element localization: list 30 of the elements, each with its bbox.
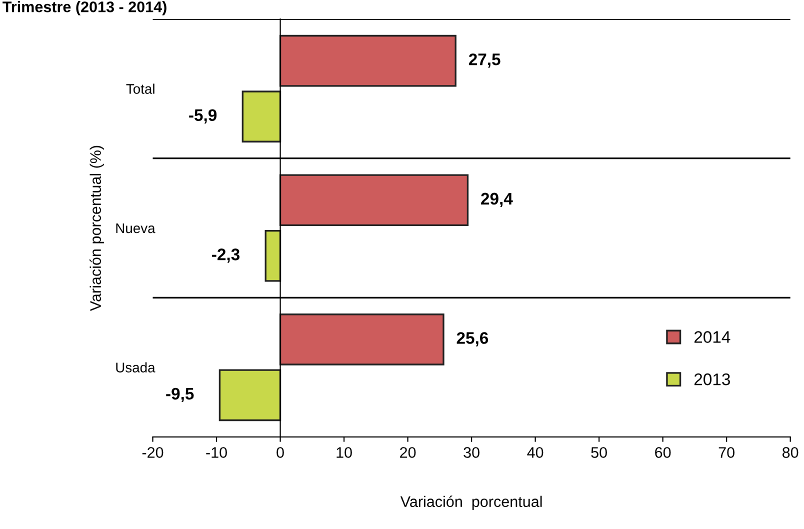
y-axis-title: Variación porcentual (%) — [90, 146, 104, 312]
bar — [279, 314, 444, 366]
x-axis-title: Variación porcentual — [400, 496, 542, 510]
x-tick-label: 0 — [276, 447, 284, 458]
bar — [279, 34, 456, 87]
x-tick-label: 30 — [464, 447, 480, 458]
legend-label: 2013 — [694, 373, 730, 386]
text: 25,6 — [456, 332, 488, 346]
y-tick-label: Usada — [116, 362, 156, 372]
x-tick-label: -10 — [206, 447, 227, 458]
text: 27,5 — [468, 54, 500, 68]
x-tick-label: 60 — [655, 447, 671, 458]
bar — [242, 90, 282, 142]
x-tick-label: 50 — [591, 447, 607, 458]
x-tick-label: 40 — [527, 447, 544, 458]
text: -5,9 — [189, 109, 217, 124]
x-tick-label: 70 — [718, 447, 734, 458]
x-tick-label: 80 — [782, 447, 798, 458]
legend-label: 2014 — [694, 331, 730, 343]
x-tick-label: 20 — [400, 447, 416, 458]
bar — [279, 174, 469, 226]
y-tick-label: Total — [126, 84, 154, 94]
y-tick-label: Nueva — [116, 223, 156, 234]
text: -9,5 — [166, 388, 194, 402]
text: -2,3 — [212, 248, 240, 263]
bar — [218, 369, 282, 422]
x-tick-label: 10 — [336, 447, 352, 458]
text: 29,4 — [481, 192, 513, 208]
x-tick-label: -20 — [142, 447, 164, 458]
chart-title: Trimestre (2013 - 2014) — [2, 1, 166, 16]
